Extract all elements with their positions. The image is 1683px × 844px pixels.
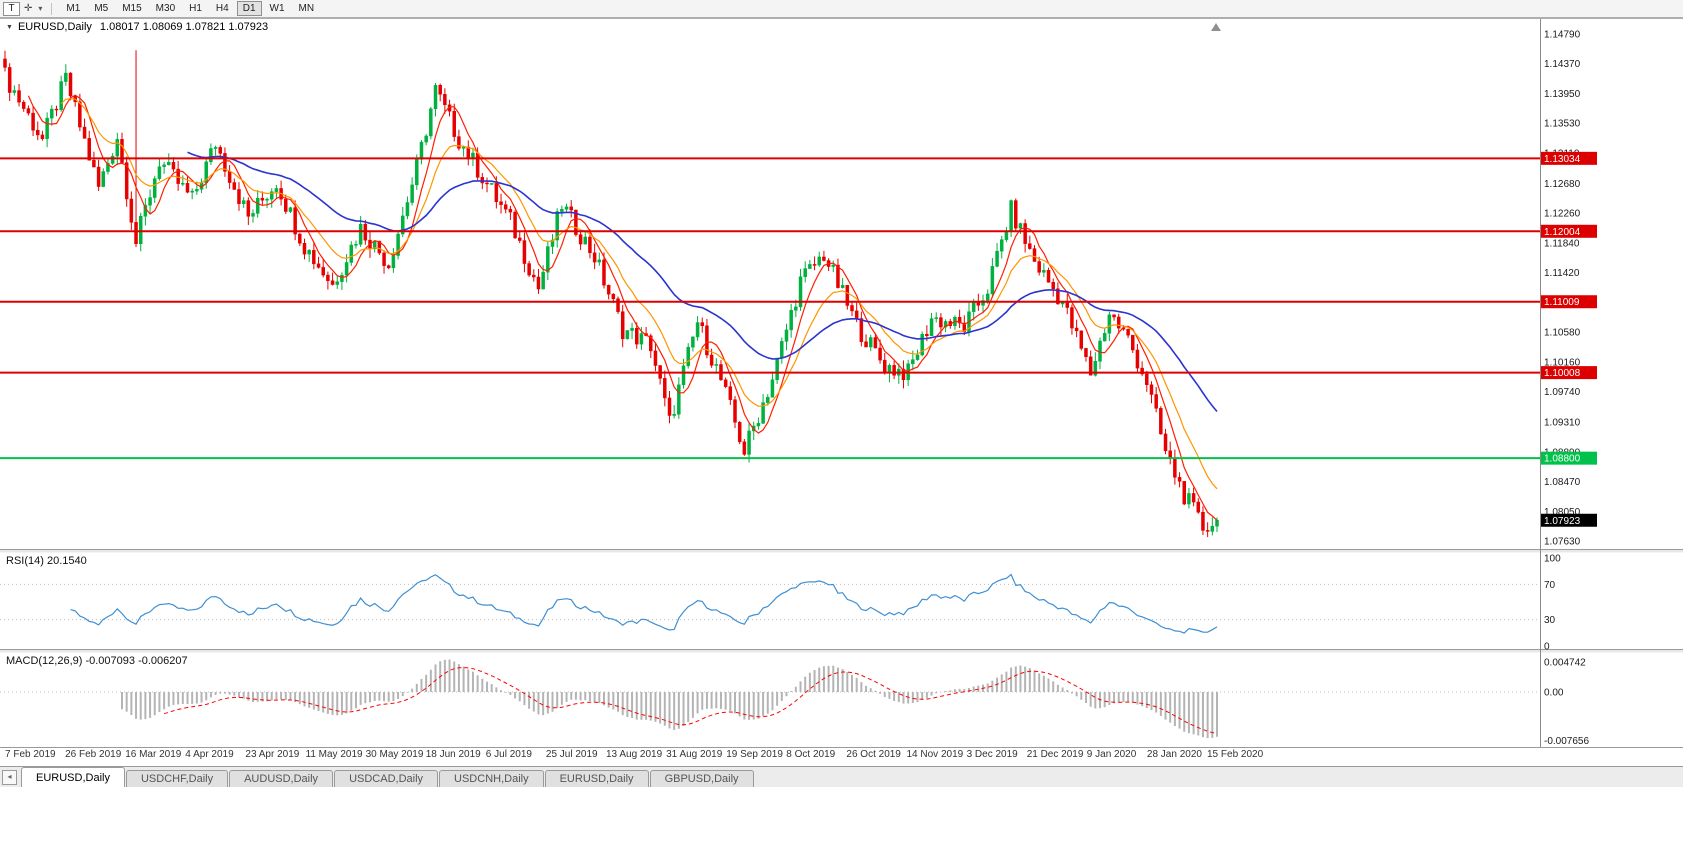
price-tick-label: 1.14370	[1544, 59, 1581, 70]
price-tag	[1541, 366, 1597, 380]
rsi-tick-label: 0	[1544, 642, 1550, 653]
price-tick-label: 1.12680	[1544, 179, 1581, 190]
date-label: 18 Jun 2019	[425, 749, 481, 760]
price-tick-label: 1.07630	[1544, 537, 1581, 548]
rsi-tick-label: 70	[1544, 580, 1556, 591]
date-label: 26 Oct 2019	[846, 749, 901, 760]
timeframe-button-d1[interactable]: D1	[236, 1, 262, 16]
chart-tab-0-eurusd-daily[interactable]: EURUSD,Daily	[21, 767, 125, 787]
macd-tick-label: 0.004742	[1544, 657, 1586, 668]
rsi-tick-label: 30	[1544, 615, 1556, 626]
price-tag	[1541, 295, 1597, 309]
chart-tab-bar: ◂ EURUSD,Daily USDCHF,Daily AUDUSD,Daily US…	[0, 766, 1683, 787]
crosshair-icon[interactable]: ✛	[24, 3, 33, 14]
price-tag-label: 1.11009	[1544, 297, 1580, 308]
chart-tab-5-eurusd-daily[interactable]: EURUSD,Daily	[544, 770, 649, 787]
chart-title: ▼ EURUSD,Daily 1.08017 1.08069 1.07821 1.0…	[6, 21, 268, 33]
timeframe-button-m30[interactable]: M30	[150, 1, 181, 16]
chart-tab-6-gbpusd-daily[interactable]: GBPUSD,Daily	[649, 770, 754, 787]
chart-tab-1-usdchf-daily[interactable]: USDCHF,Daily	[125, 770, 229, 787]
chart-tab-4-usdcnh-daily[interactable]: USDCNH,Daily	[439, 770, 544, 787]
chart-tab-2-audusd-daily[interactable]: AUDUSD,Daily	[229, 770, 334, 787]
date-label: 13 Aug 2019	[606, 749, 663, 760]
price-tick-label: 1.11840	[1544, 238, 1580, 249]
price-tick-label: 1.11420	[1544, 268, 1580, 279]
date-axis: 7 Feb 2019 26 Feb 2019 16 Mar 2019 4 Apr 20…	[0, 749, 1683, 763]
date-label: 14 Nov 2019	[906, 749, 964, 760]
price-tick-label: 1.08470	[1544, 477, 1581, 488]
tab-list-icon[interactable]: ◂	[2, 770, 17, 785]
date-label: 16 Mar 2019	[125, 749, 182, 760]
price-tick-label: 1.13530	[1544, 119, 1581, 130]
date-label: 26 Feb 2019	[65, 749, 122, 760]
date-label: 23 Apr 2019	[245, 749, 300, 760]
timeframe-button-m5[interactable]: M5	[88, 1, 114, 16]
price-tick-label: 1.10580	[1544, 328, 1581, 339]
price-tick-label: 1.12260	[1544, 209, 1581, 220]
timeframe-button-h1[interactable]: H1	[183, 1, 208, 16]
timeframe-button-mn[interactable]: MN	[293, 1, 321, 16]
macd-signal-line	[163, 666, 1218, 734]
price-tick-label: 1.14790	[1544, 30, 1581, 41]
timeframe-button-m1[interactable]: M1	[60, 1, 86, 16]
ma-slow-line	[187, 151, 1218, 413]
timeframe-button-w1[interactable]: W1	[264, 1, 291, 16]
chart-menu-icon[interactable]: ▼	[6, 24, 13, 31]
date-label: 25 Jul 2019	[545, 749, 598, 760]
date-label: 19 Sep 2019	[726, 749, 783, 760]
price-tag	[1541, 151, 1597, 165]
price-tag-label: 1.07923	[1544, 516, 1581, 527]
rsi-line	[70, 573, 1218, 634]
date-label: 7 Feb 2019	[5, 749, 56, 760]
date-label: 3 Dec 2019	[966, 749, 1018, 760]
price-tick-label: 1.10160	[1544, 357, 1581, 368]
price-tick-label: 1.09310	[1544, 418, 1581, 429]
price-tag-label: 1.12004	[1544, 227, 1581, 238]
date-label: 28 Jan 2020	[1146, 749, 1202, 760]
date-label: 4 Apr 2019	[185, 749, 234, 760]
templates-button[interactable]: T	[3, 1, 20, 16]
date-label: 15 Feb 2020	[1207, 749, 1264, 760]
chart-symbol-label: EURUSD,Daily	[17, 21, 92, 33]
chart-ohlc-values: 1.08017 1.08069 1.07821 1.07923	[99, 21, 269, 33]
date-label: 11 May 2019	[305, 749, 363, 760]
date-label: 30 May 2019	[365, 749, 424, 760]
chart-shift-marker-icon[interactable]	[1211, 23, 1221, 31]
chart-tabs: EURUSD,Daily USDCHF,Daily AUDUSD,Daily USDC…	[21, 767, 755, 787]
date-label: 8 Oct 2019	[786, 749, 836, 760]
rsi-indicator-label: RSI(14) 20.1540	[6, 555, 87, 567]
macd-tick-label: -0.007656	[1544, 736, 1589, 747]
dropdown-caret-icon[interactable]: ▾	[38, 4, 43, 13]
rsi-tick-label: 100	[1544, 554, 1561, 565]
price-tick-label: 1.08050	[1544, 507, 1581, 518]
ma-medium-line	[60, 98, 1218, 490]
date-label: 31 Aug 2019	[666, 749, 723, 760]
date-label: 21 Dec 2019	[1026, 749, 1084, 760]
toolbar: T ✛ ▾ M1 M5 M15 M30 H1 H4 D1 W1 MN	[0, 0, 1683, 18]
timeframe-button-m15[interactable]: M15	[116, 1, 147, 16]
date-label: 6 Jul 2019	[485, 749, 532, 760]
timeframe-button-h4[interactable]: H4	[210, 1, 235, 16]
price-tag-label: 1.08800	[1544, 454, 1581, 465]
rsi-plot	[70, 573, 1218, 634]
candles-group	[3, 50, 1219, 538]
chart-tab-3-usdcad-daily[interactable]: USDCAD,Daily	[334, 770, 439, 787]
price-tag	[1541, 451, 1597, 465]
date-label: 9 Jan 2020	[1086, 749, 1137, 760]
price-tag-label: 1.13034	[1544, 154, 1581, 165]
price-tick-label: 1.13950	[1544, 89, 1581, 100]
price-tag-label: 1.10008	[1544, 368, 1581, 379]
timeframe-button-group: M1 M5 M15 M30 H1 H4 D1 W1 MN	[59, 1, 321, 16]
toolbar-separator	[51, 2, 53, 15]
price-tag	[1541, 224, 1597, 238]
macd-tick-label: 0.00	[1544, 688, 1564, 699]
macd-plot	[120, 659, 1218, 739]
price-tick-label: 1.09740	[1544, 387, 1581, 398]
macd-indicator-label: MACD(12,26,9) -0.007093 -0.006207	[6, 655, 188, 667]
price-tag	[1541, 513, 1597, 527]
